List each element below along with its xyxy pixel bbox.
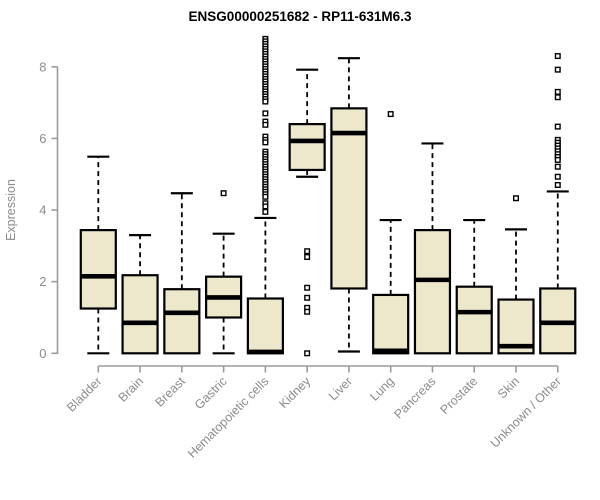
outlier-point bbox=[304, 248, 311, 255]
y-tick-label: 4 bbox=[39, 203, 46, 218]
box-series bbox=[79, 35, 577, 357]
outlier-point bbox=[304, 350, 311, 357]
outlier-point bbox=[262, 203, 269, 210]
x-tick-label-unknown-other: Unknown / Other bbox=[488, 374, 564, 450]
x-tick-label-skin: Skin bbox=[495, 374, 522, 401]
outlier-point bbox=[262, 139, 269, 146]
outlier-point bbox=[262, 121, 269, 128]
outlier-point bbox=[554, 123, 561, 130]
box-bladder bbox=[79, 155, 117, 355]
outlier-point bbox=[262, 208, 269, 215]
outlier-point bbox=[304, 294, 311, 301]
outlier-point bbox=[554, 173, 561, 180]
x-tick-label-prostate: Prostate bbox=[438, 374, 481, 417]
outlier-point bbox=[554, 53, 561, 60]
box-gastric bbox=[205, 190, 243, 355]
outlier-point bbox=[513, 195, 520, 202]
x-tick-label-liver: Liver bbox=[326, 374, 355, 403]
box-unknown-other bbox=[539, 53, 577, 355]
box-kidney bbox=[288, 68, 326, 357]
outlier-point bbox=[554, 66, 561, 73]
chart-title: ENSG00000251682 - RP11-631M6.3 bbox=[189, 9, 412, 24]
box-pancreas bbox=[413, 142, 452, 355]
outlier-point bbox=[554, 88, 561, 95]
outlier-point bbox=[304, 284, 311, 291]
x-tick-label-breast: Breast bbox=[153, 374, 189, 410]
outlier-point bbox=[554, 163, 561, 170]
outlier-point bbox=[262, 193, 269, 200]
x-tick-label-bladder: Bladder bbox=[64, 374, 104, 414]
y-tick-label: 2 bbox=[39, 274, 46, 289]
y-tick-label: 6 bbox=[39, 131, 46, 146]
x-tick-label-pancreas: Pancreas bbox=[391, 374, 438, 421]
outlier-point bbox=[554, 94, 561, 101]
y-tick-label: 0 bbox=[39, 346, 46, 361]
box-brain bbox=[121, 234, 159, 355]
x-tick-label-gastric: Gastric bbox=[192, 374, 230, 412]
box-breast bbox=[163, 192, 201, 355]
box-liver bbox=[330, 57, 368, 353]
x-tick-label-kidney: Kidney bbox=[276, 374, 313, 411]
outlier-point bbox=[387, 111, 394, 118]
x-tick-label-hematopoietic-cells: Hematopoietic cells bbox=[185, 374, 272, 461]
outlier-point bbox=[554, 156, 561, 163]
y-axis-title: Expression bbox=[4, 179, 18, 241]
outlier-point bbox=[304, 308, 311, 315]
x-tick-label-brain: Brain bbox=[116, 374, 147, 405]
y-tick-label: 8 bbox=[39, 59, 46, 74]
outlier-point bbox=[262, 110, 269, 117]
x-tick-label-lung: Lung bbox=[367, 374, 397, 404]
y-axis: 0 2 4 6 8 bbox=[39, 59, 59, 361]
outlier-point bbox=[304, 253, 311, 260]
outlier-point bbox=[554, 181, 561, 188]
box-skin bbox=[497, 195, 535, 355]
box-hematopoietic-cells bbox=[246, 35, 284, 355]
outlier-point bbox=[262, 98, 269, 105]
box-lung bbox=[372, 111, 410, 355]
box-prostate bbox=[455, 218, 493, 355]
outlier-point bbox=[220, 190, 227, 197]
